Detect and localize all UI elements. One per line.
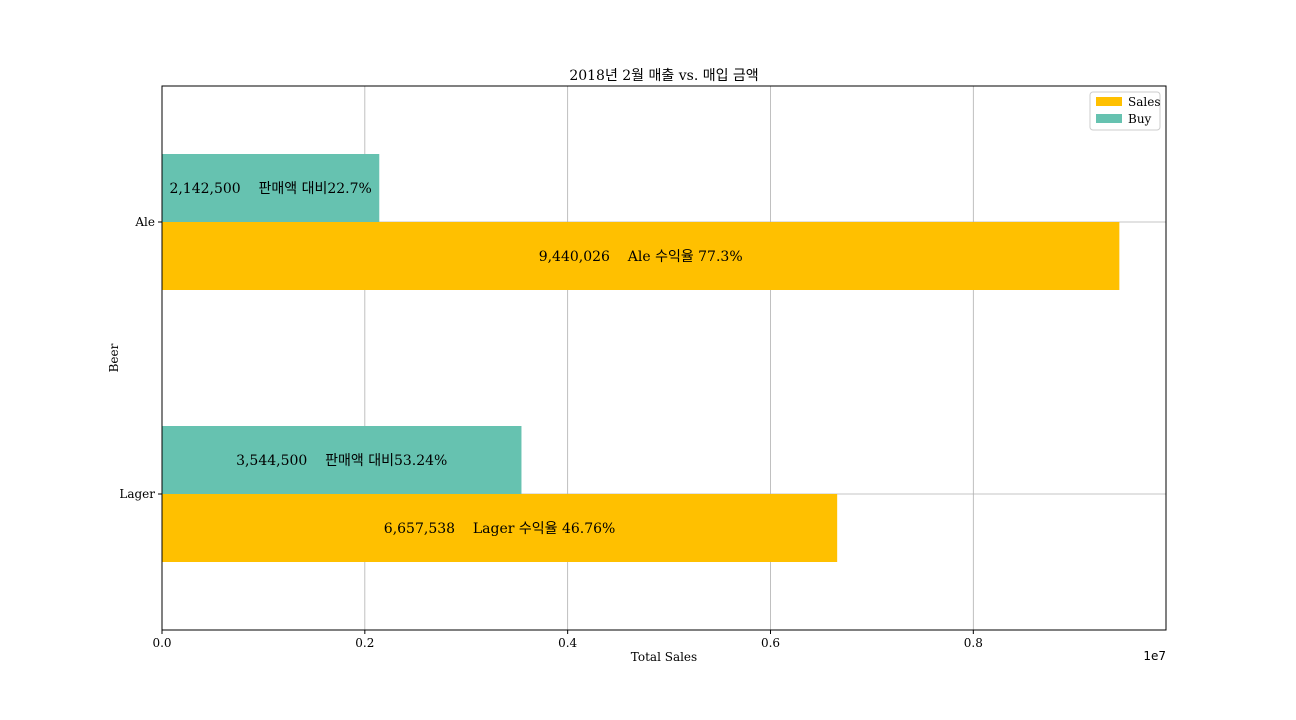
y-tick-label-lager: Lager xyxy=(119,487,155,501)
bar-sales-lager xyxy=(162,494,838,562)
chart-title: 2018년 2월 매출 vs. 매입 금액 xyxy=(569,68,758,84)
plot-frame xyxy=(161,85,1167,631)
x-tick-label: 0.8 xyxy=(964,636,983,650)
legend: Sales Buy xyxy=(1089,91,1161,131)
data-label-sales-ale: 9,440,026 Ale 수익율 77.3% xyxy=(539,249,743,265)
data-label-sales-lager: 6,657,538 Lager 수익율 46.76% xyxy=(384,521,616,537)
data-label-buy-lager: 3,544,500 판매액 대비53.24% xyxy=(236,453,447,469)
x-tick-label: 0.0 xyxy=(152,636,171,650)
x-tick-label: 0.4 xyxy=(558,636,577,650)
bar-buy-ale xyxy=(162,154,380,222)
data-label-buy-ale: 2,142,500 판매액 대비22.7% xyxy=(169,181,371,197)
bar-labels: 9,440,026 Ale 수익율 77.3% 6,657,538 Lager 수… xyxy=(169,181,742,537)
bar-buy-lager xyxy=(162,426,522,494)
legend-label-sales: Sales xyxy=(1128,95,1160,109)
x-tick-label: 0.2 xyxy=(355,636,374,650)
x-axis-label: Total Sales xyxy=(631,650,697,664)
legend-label-buy: Buy xyxy=(1128,112,1152,126)
axis-ticks: 0.0 0.2 0.4 0.6 0.8 Ale Lager xyxy=(119,215,983,650)
bar-sales-ale xyxy=(162,222,1120,290)
legend-swatch-sales xyxy=(1096,97,1122,106)
bars xyxy=(162,154,1120,562)
x-tick-label: 0.6 xyxy=(761,636,780,650)
y-axis-label: Beer xyxy=(107,343,121,372)
y-tick-label-ale: Ale xyxy=(134,215,155,229)
legend-swatch-buy xyxy=(1096,114,1122,123)
x-axis-offset-label: 1e7 xyxy=(1143,649,1166,663)
